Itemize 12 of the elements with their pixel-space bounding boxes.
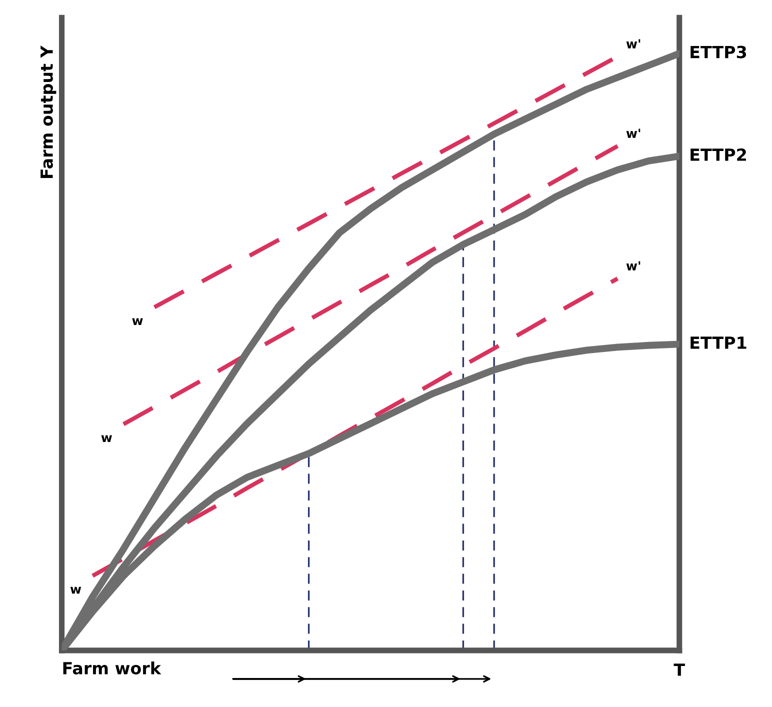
series-label: ETTP2 xyxy=(690,148,746,161)
annotation: w xyxy=(70,586,82,594)
text: T xyxy=(674,664,685,676)
annotation: w' xyxy=(626,128,640,138)
y-axis-title: Farm output Y xyxy=(40,45,56,178)
annotation: w xyxy=(101,435,112,442)
x-axis-title: Farm work xyxy=(63,662,162,674)
annotation: w' xyxy=(626,261,640,270)
text: w' xyxy=(626,39,640,48)
series-label: ETTP3 xyxy=(690,46,746,58)
annotation: w xyxy=(132,318,143,326)
series-label: ETTP1 xyxy=(690,336,746,349)
